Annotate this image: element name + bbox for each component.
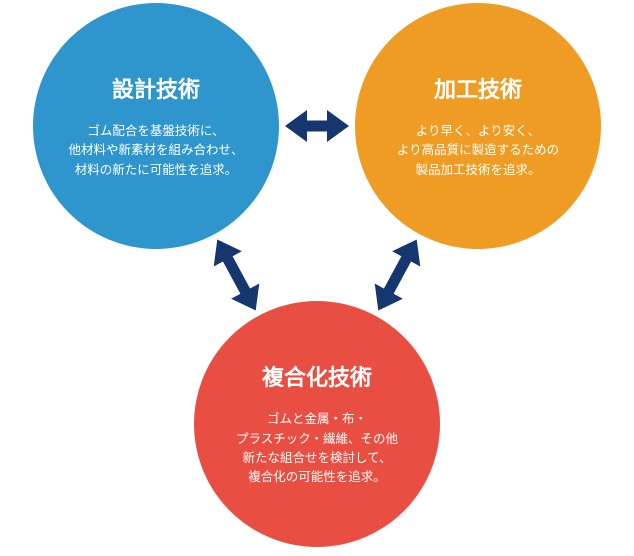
- diagram-canvas: 設計技術 ゴム配合を基盤技術に、 他材料や新素材を組み合わせ、 材料の新たに可能…: [0, 0, 634, 556]
- node-process-desc: より早く、より安く、 より高品質に製造するための 製品加工技術を追求。: [397, 122, 559, 180]
- node-compound-desc: ゴムと金属・布・ プラスチック・繊維、その他 新たな組合せを検討して、 複合化の…: [236, 410, 398, 488]
- node-compound: 複合化技術 ゴムと金属・布・ プラスチック・繊維、その他 新たな組合せを検討して…: [194, 301, 440, 547]
- arrow-design-process: [285, 110, 349, 142]
- node-process-title: 加工技術: [434, 72, 522, 104]
- node-design: 設計技術 ゴム配合を基盤技術に、 他材料や新素材を組み合わせ、 材料の新たに可能…: [33, 3, 279, 249]
- arrow-process-compound: [375, 240, 421, 311]
- node-process: 加工技術 より早く、より安く、 より高品質に製造するための 製品加工技術を追求。: [355, 3, 601, 249]
- arrow-design-compound: [214, 240, 260, 311]
- node-design-desc: ゴム配合を基盤技術に、 他材料や新素材を組み合わせ、 材料の新たに可能性を追求。: [68, 122, 243, 180]
- node-compound-title: 複合化技術: [262, 360, 372, 392]
- node-design-title: 設計技術: [112, 72, 200, 104]
